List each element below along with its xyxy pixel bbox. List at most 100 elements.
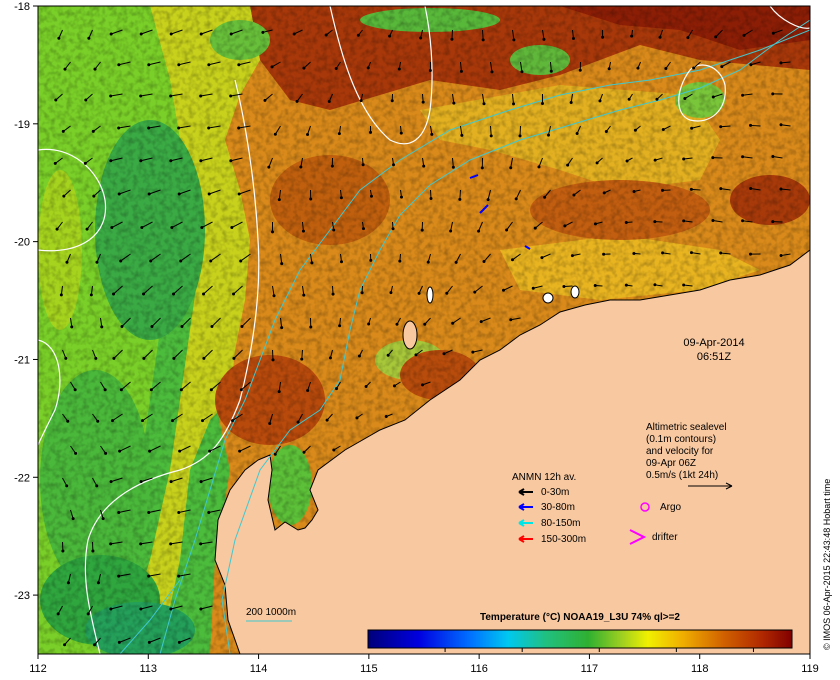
velocity-arrow-head bbox=[178, 449, 182, 453]
velocity-arrow-head bbox=[489, 134, 493, 138]
velocity-arrow-head bbox=[209, 388, 213, 392]
velocity-arrow-head bbox=[169, 480, 173, 484]
velocity-arrow bbox=[110, 477, 123, 483]
velocity-arrow-head bbox=[686, 36, 690, 40]
velocity-arrow bbox=[293, 29, 303, 35]
velocity-arrow bbox=[272, 285, 275, 296]
velocity-arrow bbox=[119, 445, 131, 452]
velocity-arrow-head bbox=[139, 542, 143, 546]
velocity-arrow bbox=[110, 541, 123, 545]
velocity-arrow bbox=[721, 61, 731, 68]
velocity-arrow bbox=[452, 93, 455, 104]
velocity-arrow bbox=[179, 637, 191, 643]
velocity-arrow-head bbox=[682, 219, 686, 223]
legend-item-30-80m: 30-80m bbox=[518, 502, 575, 513]
velocity-arrow bbox=[455, 253, 461, 263]
velocity-arrow-head bbox=[332, 448, 336, 452]
velocity-arrow-head bbox=[359, 99, 363, 103]
velocity-arrow bbox=[118, 509, 131, 513]
y-tick-label: -21 bbox=[14, 354, 30, 366]
velocity-arrow-head bbox=[569, 100, 573, 104]
velocity-arrow-head bbox=[172, 292, 176, 296]
velocity-arrow-head bbox=[53, 161, 57, 165]
velocity-arrow-head bbox=[169, 159, 173, 163]
credit-label: © IMOS 06-Apr-2015 22:43:48 Hobart time bbox=[822, 479, 832, 650]
velocity-arrow bbox=[750, 61, 761, 66]
legend-item-0-30m: 0-30m bbox=[518, 487, 569, 498]
velocity-arrow bbox=[512, 253, 521, 261]
velocity-arrow-head bbox=[61, 549, 65, 553]
velocity-arrow-head bbox=[520, 70, 524, 74]
velocity-arrow-head bbox=[207, 192, 211, 196]
velocity-arrow-head bbox=[417, 291, 421, 295]
velocity-arrow-head bbox=[172, 356, 176, 360]
velocity-arrow bbox=[503, 285, 513, 291]
velocity-arrow-head bbox=[361, 163, 365, 167]
velocity-arrow-head bbox=[714, 35, 718, 39]
velocity-arrow-head bbox=[471, 350, 475, 354]
velocity-arrow bbox=[772, 155, 783, 159]
velocity-arrow-head bbox=[117, 640, 121, 644]
svg-text:Argo: Argo bbox=[660, 502, 682, 513]
velocity-arrow bbox=[302, 285, 305, 296]
velocity-arrow bbox=[120, 253, 131, 262]
velocity-arrow bbox=[148, 125, 161, 129]
velocity-arrow bbox=[201, 221, 213, 228]
velocity-arrow-head bbox=[302, 293, 306, 297]
velocity-arrow bbox=[200, 157, 213, 162]
velocity-arrow-head bbox=[296, 420, 300, 424]
x-tick-label: 117 bbox=[581, 663, 599, 675]
velocity-arrow-head bbox=[306, 388, 310, 392]
velocity-arrow bbox=[149, 637, 161, 643]
velocity-arrow bbox=[712, 219, 723, 223]
velocity-arrow-head bbox=[56, 612, 60, 616]
velocity-arrow-head bbox=[451, 165, 455, 169]
velocity-arrow-head bbox=[309, 325, 313, 329]
velocity-arrow bbox=[70, 509, 74, 519]
velocity-arrow-head bbox=[292, 32, 296, 36]
velocity-arrow bbox=[97, 573, 101, 583]
velocity-arrow-head bbox=[230, 226, 234, 230]
velocity-arrow bbox=[94, 637, 101, 646]
velocity-arrow-head bbox=[91, 129, 95, 133]
x-tick-label: 115 bbox=[360, 663, 378, 675]
svg-text:30-80m: 30-80m bbox=[541, 502, 575, 513]
velocity-arrow-head bbox=[426, 260, 430, 264]
velocity-arrow bbox=[452, 157, 454, 168]
velocity-arrow bbox=[121, 381, 131, 391]
y-tick-label: -18 bbox=[14, 1, 30, 13]
velocity-arrow-head bbox=[66, 419, 70, 423]
velocity-arrow-head bbox=[741, 155, 745, 159]
velocity-arrow-head bbox=[390, 99, 394, 103]
velocity-arrow-head bbox=[720, 65, 724, 69]
velocity-arrow bbox=[149, 445, 161, 452]
velocity-arrow-head bbox=[369, 194, 373, 198]
velocity-arrow-head bbox=[277, 198, 281, 202]
velocity-arrow bbox=[278, 189, 281, 200]
velocity-arrow bbox=[490, 125, 492, 136]
velocity-arrow bbox=[300, 157, 303, 168]
velocity-arrow-head bbox=[360, 291, 364, 295]
velocity-arrow bbox=[170, 93, 183, 97]
velocity-arrow-head bbox=[771, 31, 775, 35]
velocity-arrow bbox=[233, 349, 243, 359]
velocity-arrow bbox=[230, 157, 243, 162]
velocity-arrow-head bbox=[239, 388, 243, 392]
velocity-arrow-head bbox=[139, 607, 143, 611]
velocity-arrow-head bbox=[420, 228, 424, 232]
velocity-arrow-head bbox=[391, 227, 395, 231]
velocity-arrow bbox=[181, 381, 191, 391]
velocity-arrow-head bbox=[340, 260, 344, 264]
velocity-arrow-head bbox=[95, 260, 99, 264]
velocity-arrow-head bbox=[575, 132, 579, 136]
velocity-arrow-head bbox=[170, 226, 174, 230]
velocity-arrow-head bbox=[450, 37, 454, 41]
velocity-arrow-head bbox=[331, 292, 335, 296]
velocity-arrow bbox=[240, 253, 251, 262]
velocity-arrow bbox=[171, 221, 183, 228]
velocity-arrow bbox=[512, 29, 515, 40]
velocity-arrow-head bbox=[399, 131, 403, 135]
velocity-arrow-head bbox=[355, 416, 359, 420]
sealevel-contours bbox=[38, 6, 810, 654]
drifter-marker-icon bbox=[629, 529, 647, 545]
